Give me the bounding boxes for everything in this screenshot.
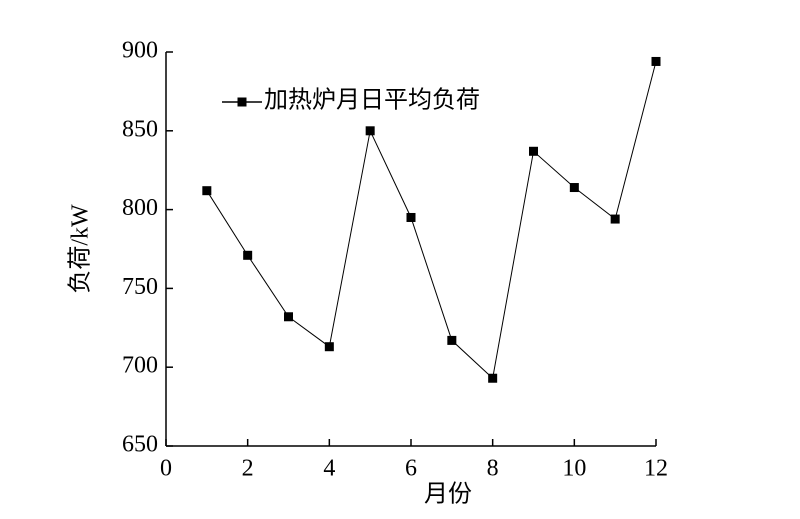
marker bbox=[447, 335, 457, 345]
marker bbox=[569, 183, 579, 193]
series-line bbox=[206, 61, 657, 380]
y-tick-label: 850 bbox=[122, 116, 158, 142]
marker bbox=[488, 373, 498, 383]
x-tick-label: 4 bbox=[323, 456, 335, 482]
y-axis-label: 负荷/kW bbox=[67, 204, 94, 294]
marker bbox=[610, 214, 620, 224]
marker bbox=[651, 56, 661, 66]
y-tick-label: 650 bbox=[122, 432, 158, 458]
y-tick-label: 800 bbox=[122, 195, 158, 221]
marker bbox=[202, 186, 212, 196]
x-tick-label: 6 bbox=[405, 456, 417, 482]
legend-label: 加热炉月日平均负荷 bbox=[264, 87, 480, 114]
x-tick-label: 10 bbox=[562, 456, 586, 482]
marker bbox=[243, 250, 253, 260]
x-tick-label: 0 bbox=[160, 456, 172, 482]
x-tick-label: 12 bbox=[644, 456, 668, 482]
y-tick-label: 900 bbox=[122, 38, 158, 64]
marker bbox=[529, 146, 538, 156]
x-axis-label: 月份 bbox=[424, 481, 472, 508]
marker bbox=[324, 342, 334, 352]
y-tick-label: 700 bbox=[122, 353, 158, 379]
x-tick-label: 8 bbox=[487, 456, 499, 482]
y-tick-label: 750 bbox=[122, 274, 158, 300]
marker bbox=[406, 212, 416, 222]
legend-marker bbox=[237, 97, 247, 107]
marker bbox=[284, 312, 293, 322]
marker bbox=[365, 126, 375, 136]
x-tick-label: 2 bbox=[242, 456, 254, 482]
